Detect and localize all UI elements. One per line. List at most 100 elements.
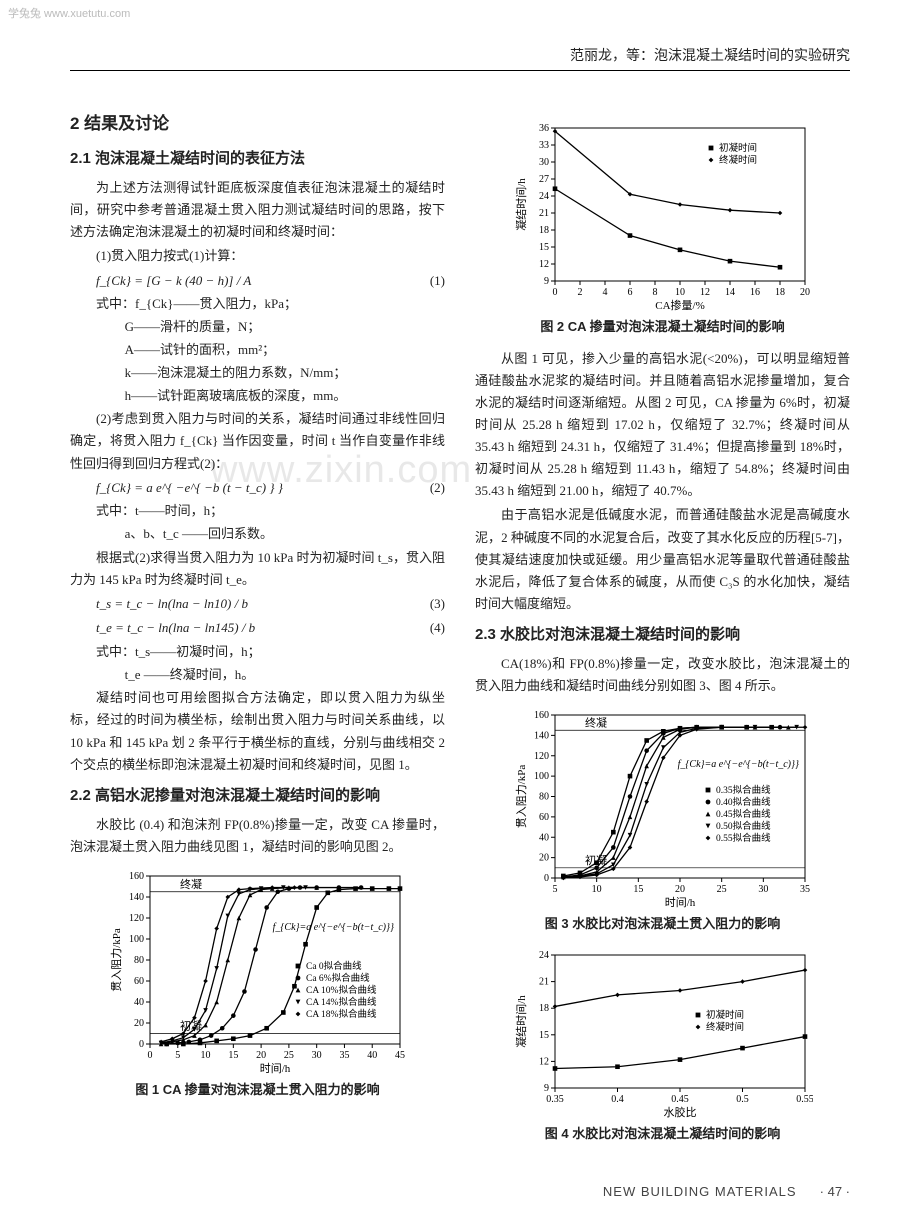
eq1-body: f_{Ck} = [G − k (40 − h)] / A (96, 271, 251, 292)
svg-text:0.4: 0.4 (611, 1094, 624, 1105)
svg-text:12: 12 (539, 259, 549, 270)
eq2-body: f_{Ck} = a e^{ −e^{ −b (t − t_c) } } (96, 478, 283, 499)
svg-text:40: 40 (539, 832, 549, 843)
svg-text:f_{Ck}=a e^{−e^{−b(t−t_c)}}: f_{Ck}=a e^{−e^{−b(t−t_c)}} (272, 922, 393, 933)
svg-text:贯入阻力/kPa: 贯入阻力/kPa (515, 765, 528, 829)
svg-text:24: 24 (539, 950, 549, 961)
svg-text:20: 20 (134, 1018, 144, 1029)
svg-text:终凝: 终凝 (180, 877, 202, 891)
svg-text:2: 2 (577, 287, 582, 298)
svg-text:4: 4 (602, 287, 607, 298)
svg-text:CA 10%拟合曲线: CA 10%拟合曲线 (306, 984, 377, 996)
def-item: k——泡沫混凝土的阻力系数，N/mm； (125, 363, 445, 384)
figure-3-chart: 5101520253035020406080100120140160时间/h贯入… (513, 705, 813, 910)
svg-text:140: 140 (534, 730, 549, 741)
svg-text:0.40拟合曲线: 0.40拟合曲线 (716, 796, 771, 808)
svg-text:25: 25 (716, 884, 726, 895)
def-item: G——滑杆的质量，N； (125, 317, 445, 338)
svg-text:100: 100 (129, 934, 144, 945)
svg-text:水胶比: 水胶比 (663, 1105, 696, 1119)
para-r1: 从图 1 可见，掺入少量的高铝水泥(<20%)，可以明显缩短普通硅酸盐水泥浆的凝… (475, 348, 850, 503)
svg-text:贯入阻力/kPa: 贯入阻力/kPa (110, 928, 123, 992)
svg-text:12: 12 (700, 287, 710, 298)
svg-text:100: 100 (534, 771, 549, 782)
svg-text:CA 18%拟合曲线: CA 18%拟合曲线 (306, 1008, 377, 1020)
svg-text:0: 0 (552, 287, 557, 298)
svg-text:10: 10 (591, 884, 601, 895)
figure-2-chart: 024681012141618209121518212427303336CA掺量… (513, 118, 813, 313)
left-column: 2 结果及讨论 2.1 泡沫混凝土凝结时间的表征方法 为上述方法测得试针距底板深… (70, 110, 445, 1155)
svg-text:15: 15 (539, 242, 549, 253)
equation-4: t_e = t_c − ln(lna − ln145) / b (4) (96, 618, 445, 639)
def-item: 式中：t_s——初凝时间，h； (96, 642, 445, 663)
svg-text:120: 120 (129, 913, 144, 924)
svg-text:0.5: 0.5 (736, 1094, 749, 1105)
para-21c: (2)考虑到贯入阻力与时间的关系，凝结时间通过非线性回归确定，将贯入阻力 f_{… (70, 408, 445, 474)
para-21e: 凝结时间也可用绘图拟合方法确定，即以贯入阻力为纵坐标，经过的时间为横坐标，绘制出… (70, 687, 445, 775)
svg-text:10: 10 (675, 287, 685, 298)
svg-text:9: 9 (544, 1083, 549, 1094)
svg-text:f_{Ck}=a e^{−e^{−b(t−t_c)}}: f_{Ck}=a e^{−e^{−b(t−t_c)}} (677, 759, 798, 770)
eq3-body: t_s = t_c − ln(lna − ln10) / b (96, 594, 248, 615)
svg-text:45: 45 (395, 1050, 405, 1061)
svg-text:CA掺量/%: CA掺量/% (655, 298, 705, 312)
svg-text:20: 20 (675, 884, 685, 895)
svg-text:33: 33 (539, 140, 549, 151)
figure-1: 051015202530354045020406080100120140160时… (70, 866, 445, 1076)
eq4-body: t_e = t_c − ln(lna − ln145) / b (96, 618, 255, 639)
equation-3: t_s = t_c − ln(lna − ln10) / b (3) (96, 594, 445, 615)
para-22a: 水胶比 (0.4) 和泡沫剂 FP(0.8%)掺量一定，改变 CA 掺量时，泡沫… (70, 814, 445, 858)
svg-text:60: 60 (539, 812, 549, 823)
svg-text:0.45: 0.45 (671, 1094, 689, 1105)
defs-3: 式中：t_s——初凝时间，h； t_e ——终凝时间，h。 (70, 642, 445, 686)
svg-text:30: 30 (311, 1050, 321, 1061)
svg-text:35: 35 (339, 1050, 349, 1061)
svg-text:Ca 0拟合曲线: Ca 0拟合曲线 (306, 960, 362, 972)
journal-name: NEW BUILDING MATERIALS (603, 1184, 797, 1199)
equation-1: f_{Ck} = [G − k (40 − h)] / A (1) (96, 271, 445, 292)
svg-text:凝结时间/h: 凝结时间/h (514, 178, 528, 231)
right-column: 024681012141618209121518212427303336CA掺量… (475, 110, 850, 1155)
defs-2: 式中：t——时间，h； a、b、t_c ——回归系数。 (70, 501, 445, 545)
svg-text:时间/h: 时间/h (259, 1062, 290, 1075)
svg-text:15: 15 (539, 1030, 549, 1041)
para-r2: 由于高铝水泥是低碱度水泥，而普通硅酸盐水泥是高碱度水泥，2 种碱度不同的水泥复合… (475, 504, 850, 614)
figure-2: 024681012141618209121518212427303336CA掺量… (475, 118, 850, 313)
svg-text:15: 15 (633, 884, 643, 895)
figure-4-caption: 图 4 水胶比对泡沫混凝土凝结时间的影响 (475, 1124, 850, 1145)
svg-text:24: 24 (539, 191, 549, 202)
defs-1: 式中：f_{Ck}——贯入阻力，kPa； G——滑杆的质量，N； A——试针的面… (70, 294, 445, 406)
svg-text:18: 18 (539, 1003, 549, 1014)
svg-text:5: 5 (552, 884, 557, 895)
para-21b: (1)贯入阻力按式(1)计算： (70, 245, 445, 267)
svg-text:12: 12 (539, 1056, 549, 1067)
svg-text:30: 30 (539, 157, 549, 168)
eq4-num: (4) (430, 618, 445, 639)
figure-2-caption: 图 2 CA 掺量对泡沫混凝土凝结时间的影响 (475, 317, 850, 338)
svg-text:9: 9 (544, 276, 549, 287)
svg-text:初凝时间: 初凝时间 (706, 1009, 744, 1021)
defs2-line: a、b、t_c ——回归系数。 (125, 524, 445, 545)
defs1-head: 式中：f_{Ck}——贯入阻力，kPa； (96, 294, 445, 315)
para-21a: 为上述方法测得试针距底板深度值表征泡沫混凝土的凝结时间，研究中参考普通混凝土贯入… (70, 177, 445, 243)
svg-text:36: 36 (539, 123, 549, 134)
svg-text:0: 0 (147, 1050, 152, 1061)
section-2-1-title: 2.1 泡沫混凝土凝结时间的表征方法 (70, 147, 445, 171)
figure-3: 5101520253035020406080100120140160时间/h贯入… (475, 705, 850, 910)
svg-text:20: 20 (256, 1050, 266, 1061)
svg-text:0: 0 (544, 873, 549, 884)
svg-text:终凝时间: 终凝时间 (719, 154, 757, 166)
svg-text:0: 0 (139, 1039, 144, 1050)
page-number: · 47 · (820, 1184, 850, 1199)
svg-text:0.50拟合曲线: 0.50拟合曲线 (716, 820, 771, 832)
svg-text:0.35: 0.35 (546, 1094, 564, 1105)
figure-1-chart: 051015202530354045020406080100120140160时… (108, 866, 408, 1076)
page-footer: NEW BUILDING MATERIALS · 47 · (450, 1182, 850, 1203)
svg-text:CA 14%拟合曲线: CA 14%拟合曲线 (306, 996, 377, 1008)
svg-text:10: 10 (200, 1050, 210, 1061)
svg-text:40: 40 (367, 1050, 377, 1061)
svg-text:27: 27 (539, 174, 549, 185)
figure-1-caption: 图 1 CA 掺量对泡沫混凝土贯入阻力的影响 (70, 1080, 445, 1101)
section-2-2-title: 2.2 高铝水泥掺量对泡沫混凝土凝结时间的影响 (70, 784, 445, 808)
para-r3: CA(18%)和 FP(0.8%)掺量一定，改变水胶比，泡沫混凝土的贯入阻力曲线… (475, 653, 850, 697)
